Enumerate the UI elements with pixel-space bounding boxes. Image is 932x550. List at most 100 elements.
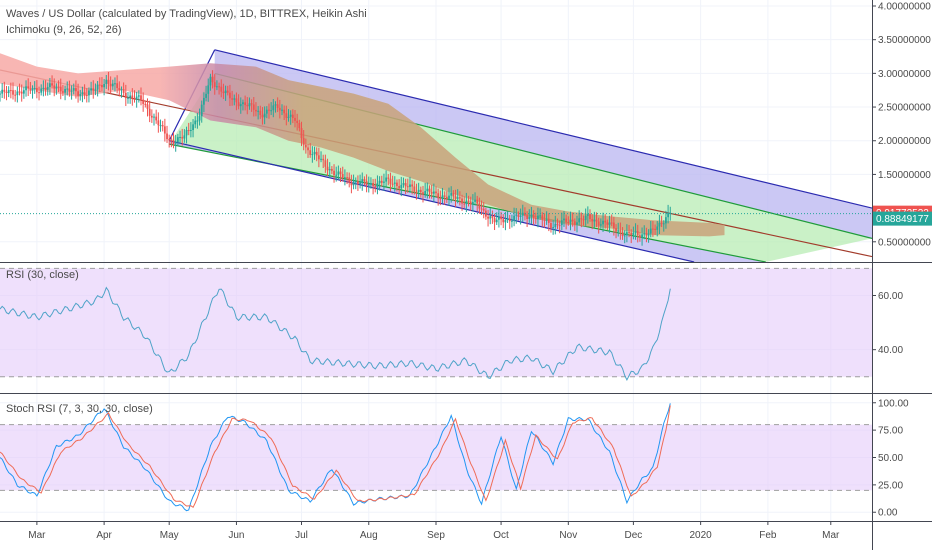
candle-body [287, 116, 290, 118]
candle-body [402, 183, 405, 185]
candle-body [53, 85, 56, 89]
candle-body [467, 200, 470, 202]
candle-body [528, 216, 531, 219]
candle-body [9, 90, 12, 92]
candle-body [233, 98, 236, 100]
candle-body [29, 88, 32, 91]
chart-title: Waves / US Dollar (calculated by Trading… [6, 8, 367, 20]
candle-body [155, 116, 158, 121]
candle-body [530, 214, 533, 217]
candle-body [235, 98, 238, 103]
candle-body [229, 92, 231, 99]
candle-body [389, 178, 392, 184]
candle-body [422, 192, 424, 195]
candle-body [44, 87, 47, 90]
candle-body [105, 79, 108, 85]
candle-body [224, 90, 227, 94]
candle-body [391, 183, 394, 185]
candle-body [445, 196, 448, 199]
candle-body [383, 181, 385, 183]
candle-body [12, 90, 14, 95]
candle-body [337, 171, 340, 175]
time-axis[interactable]: Mar Apr May Jun Jul Aug Sep Oct Nov Dec 2020 Feb Mar [28, 521, 840, 541]
candle-body [315, 151, 318, 156]
candle-body [341, 174, 344, 178]
candle-body [652, 228, 654, 230]
candle-body [552, 227, 555, 229]
candle-body [196, 120, 199, 122]
candle-body [289, 114, 292, 117]
candle-body [502, 219, 505, 223]
candle-body [255, 109, 257, 112]
stoch-rsi-pane: Stoch RSI (7, 3, 30, 30, close) [0, 394, 872, 521]
candle-body [179, 136, 181, 138]
candle-body [116, 83, 119, 89]
candle-body [320, 158, 322, 160]
candle-body [285, 113, 288, 118]
stoch-rsi-axis[interactable]: 100.00 75.00 50.00 25.00 0.00 [872, 398, 909, 519]
candle-body [68, 88, 71, 92]
candle-body [456, 197, 459, 199]
candle-body [146, 104, 149, 109]
candle-body [268, 109, 270, 111]
price-pane: Waves / US Dollar (calculated by Trading… [0, 0, 872, 262]
candle-body [524, 212, 526, 216]
candle-body [636, 231, 639, 236]
candle-body [79, 94, 82, 96]
candle-body [643, 233, 646, 235]
candle-body [313, 151, 316, 155]
candle-body [547, 219, 550, 224]
candle-body [430, 191, 433, 194]
candle-body [248, 103, 251, 107]
candle-body [665, 217, 667, 224]
candle-body [85, 95, 88, 97]
tick-label: 4.00000000 [878, 2, 931, 13]
time-label: May [160, 530, 179, 541]
candle-body [157, 120, 160, 126]
candle-body [669, 212, 672, 214]
tick-label: 60.00 [878, 291, 903, 302]
candle-body [465, 200, 468, 205]
candle-body [359, 182, 361, 185]
time-label: Feb [759, 530, 777, 541]
candle-body [439, 198, 442, 200]
rsi-band-fill [0, 268, 872, 377]
rsi-axis[interactable]: 60.00 40.00 [872, 291, 903, 356]
candle-body [350, 182, 353, 186]
candle-body [46, 87, 49, 90]
candle-body [515, 214, 518, 216]
candle-body [352, 181, 355, 186]
candle-body [322, 158, 325, 161]
candle-body [226, 90, 229, 93]
tick-label: 0.50000000 [878, 237, 931, 248]
time-label: Sep [427, 530, 445, 541]
candle-body [489, 216, 492, 219]
candle-body [7, 90, 10, 94]
tick-label: 50.00 [878, 453, 903, 464]
candle-body [396, 182, 398, 187]
candle-body [508, 218, 511, 222]
candle-body [57, 86, 60, 88]
candle-body [148, 108, 151, 116]
candle-body [263, 113, 266, 118]
candle-body [211, 76, 214, 83]
ichimoku-cloud [0, 53, 725, 237]
candle-body [98, 84, 101, 86]
candle-body [150, 115, 153, 118]
candle-body [537, 215, 539, 220]
candle-body [513, 215, 515, 221]
candle-body [569, 219, 572, 223]
candle-body [114, 83, 116, 85]
price-axis[interactable]: 4.00000000 3.50000000 3.00000000 2.50000000… [872, 2, 931, 249]
candle-body [166, 133, 168, 140]
tick-label: 3.00000000 [878, 69, 931, 80]
candle-body [612, 222, 615, 229]
candle-body [203, 97, 205, 105]
candle-body [131, 95, 134, 98]
time-label: Mar [822, 530, 840, 541]
candle-body [250, 103, 253, 105]
candle-body [231, 98, 233, 100]
candle-body [461, 198, 463, 204]
time-label: Dec [624, 530, 642, 541]
